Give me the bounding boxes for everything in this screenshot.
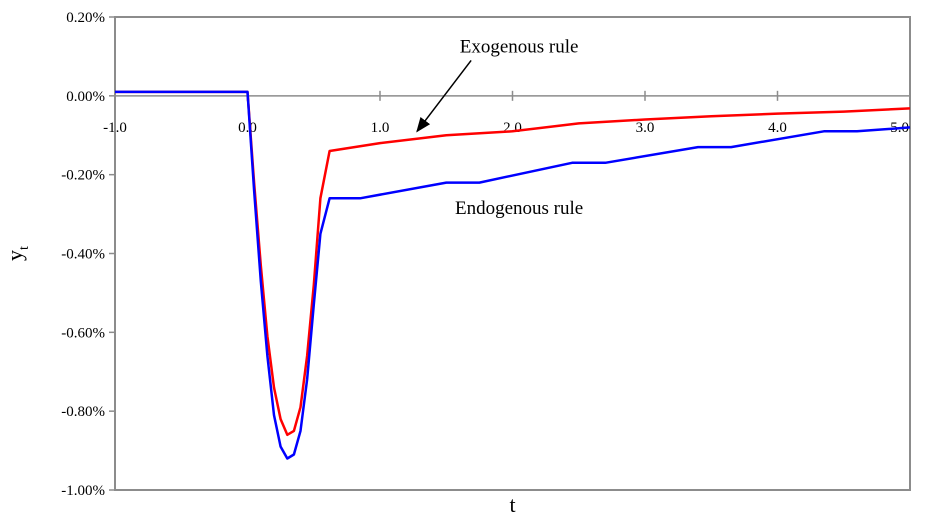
series-lines [115, 90, 911, 460]
plot-area [114, 16, 911, 491]
annotation-label: Exogenous rule [460, 36, 579, 57]
y-tick-label: -0.40% [61, 247, 105, 263]
x-tick-label: 0.0 [238, 120, 257, 136]
y-tick-label: -0.60% [61, 325, 105, 341]
x-tick-label: 1.0 [371, 120, 390, 136]
series-line-endogenous-rule [115, 90, 911, 460]
y-tick-label: -1.00% [61, 483, 105, 499]
y-tick-label: -0.20% [61, 168, 105, 184]
y-tick-label: 0.20% [66, 10, 105, 26]
x-axis-title: t [509, 492, 515, 517]
y-axis-title-text: yt [2, 246, 32, 261]
series-line-exogenous-rule [115, 90, 911, 437]
y-axis-title: yt [2, 246, 32, 261]
annotations: Exogenous rule Endogenous rule [416, 36, 583, 219]
y-tick-labels: 0.20% 0.00% -0.20% -0.40% -0.60% -0.80% -1.00% [61, 10, 115, 499]
x-tick-label: 4.0 [768, 120, 787, 136]
annotation-arrow [416, 60, 472, 133]
annotation-label: Endogenous rule [455, 198, 583, 219]
y-tick-label: 0.00% [66, 89, 105, 105]
y-tick-label: -0.80% [61, 404, 105, 420]
y-axis-title-main: y [2, 250, 27, 261]
x-tick-label: 3.0 [636, 120, 655, 136]
y-axis-title-subscript: t [17, 246, 32, 250]
x-tick-label: 2.0 [503, 120, 522, 136]
